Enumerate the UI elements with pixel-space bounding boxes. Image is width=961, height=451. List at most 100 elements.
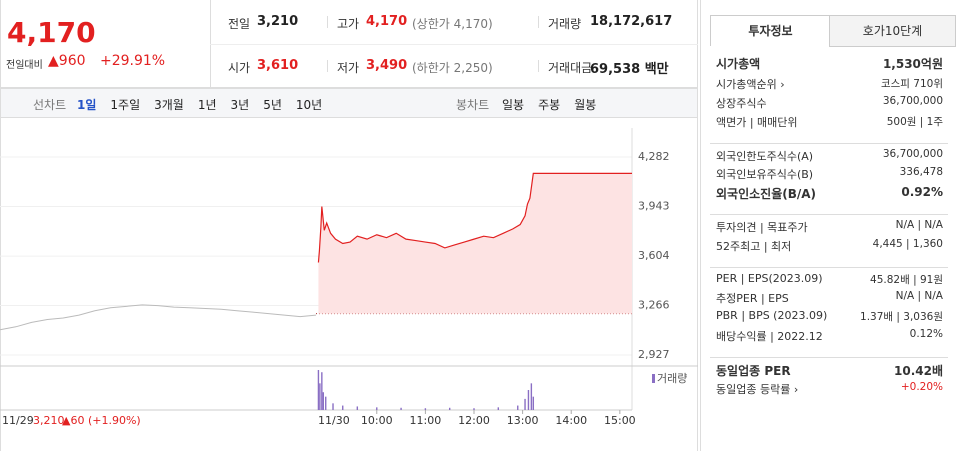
volume-bar — [448, 407, 451, 410]
prev-line — [0, 304, 317, 331]
tab[interactable]: 월봉 — [574, 98, 597, 112]
area — [318, 173, 632, 314]
change-rate: +29.91% — [100, 53, 166, 69]
divider — [710, 357, 948, 358]
change-label: 전일대비 — [6, 60, 43, 71]
stat-label: 거래대금 — [548, 61, 593, 75]
change: ▲960 — [48, 53, 86, 69]
x-tick-label: 12:00 — [458, 414, 490, 427]
prev-change: ▲60 (+1.90%) — [62, 414, 141, 427]
info-value: 10.42배 — [894, 364, 943, 378]
stat-label: 시가 — [228, 61, 251, 75]
info-label: PER | EPS(2023.09) — [716, 272, 823, 285]
stat-label: 저가 — [337, 61, 360, 75]
volume-bar — [497, 407, 500, 410]
tab[interactable]: 1년 — [197, 98, 217, 112]
info-value: 45.82배 | 91원 — [870, 274, 943, 286]
info-label: 추정PER | EPS — [716, 292, 789, 305]
info-label: 투자의견 | 목표주가 — [716, 221, 808, 234]
volume-bar — [322, 392, 324, 410]
stat-value: 3,210 — [257, 14, 299, 29]
info-value: 1,530억원 — [882, 57, 943, 71]
y-tick-label: 2,927 — [638, 348, 670, 361]
info-label: 동일업종 등락률 › — [716, 383, 799, 396]
y-tick-label: 3,266 — [638, 298, 670, 311]
volume-bar — [342, 405, 344, 410]
volume-bar — [332, 403, 334, 410]
stat-label: 고가 — [337, 17, 360, 31]
tab[interactable]: 주봉 — [538, 98, 561, 112]
info-value: 36,700,000 — [882, 148, 943, 160]
price-line — [317, 172, 632, 263]
tab[interactable]: 5년 — [263, 98, 282, 112]
volume-bar — [321, 372, 323, 410]
info-label: 배당수익률 | 2022.12 — [716, 330, 823, 343]
divider — [710, 143, 948, 144]
tab[interactable]: 3개월 — [154, 98, 184, 112]
y-tick-label: 3,943 — [638, 200, 670, 213]
stat-value: 69,538 백만 — [590, 62, 669, 77]
x-tick-label: 11/30 — [318, 414, 350, 427]
info-value: 500원 | 1주 — [886, 116, 943, 128]
volume-bar — [325, 396, 327, 410]
x-tick-label: 13:00 — [507, 414, 539, 427]
x-tick-label: 11:00 — [410, 414, 442, 427]
volume-bar — [473, 408, 475, 410]
divider — [700, 0, 701, 451]
tab[interactable]: 10년 — [295, 98, 323, 112]
info-value: 4,445 | 1,360 — [872, 238, 943, 250]
volume-bar — [376, 407, 378, 410]
info-value: 0.92% — [901, 185, 943, 199]
volume-bar — [424, 408, 427, 410]
volume-bar — [532, 396, 535, 410]
tab[interactable]: 1주일 — [110, 98, 141, 112]
chart-frame — [0, 118, 698, 451]
info-label: 52주최고 | 최저 — [716, 240, 792, 253]
tab[interactable]: 3년 — [230, 98, 250, 112]
y-tick-label: 4,282 — [638, 150, 670, 163]
info-value: 코스피 710위 — [880, 78, 943, 90]
info-panel — [709, 14, 954, 404]
tab[interactable]: 일봉 — [502, 98, 525, 112]
info-value: 336,478 — [899, 166, 943, 178]
info-tab[interactable]: 투자정보 — [710, 15, 831, 46]
legend-swatch — [652, 374, 655, 383]
info-value: +0.20% — [900, 381, 943, 393]
y-tick-label: 3,604 — [638, 249, 670, 262]
chart: 4,282 3,943 3,604 3,266 2,927 거래량 10:00 11:00 12… — [0, 128, 698, 427]
change-value: 960 — [58, 53, 86, 69]
info-value: N/A | N/A — [895, 290, 943, 302]
info-label: 외국인소진율(B/A) — [716, 187, 817, 201]
x-tick-label: 11/29 — [2, 414, 34, 427]
prev-info: 3,210 — [33, 414, 65, 427]
info-label: 상장주식수 — [716, 97, 767, 110]
stat-label: 전일 — [228, 17, 251, 31]
info-label: PBR | BPS (2023.09) — [716, 309, 828, 322]
tab[interactable]: 1일 — [77, 98, 97, 112]
stat-value: 3,610 — [257, 58, 299, 73]
info-value: 36,700,000 — [882, 95, 943, 107]
volume-bar — [319, 383, 321, 410]
stat-value: 3,490 — [366, 58, 408, 73]
info-label: 액면가 | 매매단위 — [716, 116, 798, 129]
info-tab[interactable]: 호가10단계 — [829, 15, 956, 47]
info-label: 외국인한도주식수(A) — [716, 150, 814, 163]
divider — [327, 60, 328, 72]
stat-label: 거래량 — [548, 17, 582, 31]
volume-bar — [356, 406, 359, 410]
volume-bar — [400, 407, 402, 410]
stat-value: 4,170 — [366, 14, 408, 29]
info-value: N/A | N/A — [895, 219, 943, 231]
divider — [210, 44, 698, 45]
price: 4,170 — [7, 16, 96, 49]
divider — [710, 214, 948, 215]
info-value: 0.12% — [909, 328, 943, 340]
volume-bar — [517, 405, 519, 410]
info-label: 외국인보유주식수(B) — [716, 168, 814, 181]
tab-label: 봉차트 — [456, 98, 490, 112]
x-tick-label: 10:00 — [361, 414, 393, 427]
volume-bar — [527, 390, 530, 410]
divider — [538, 60, 539, 72]
tab-label: 선차트 — [33, 98, 67, 112]
